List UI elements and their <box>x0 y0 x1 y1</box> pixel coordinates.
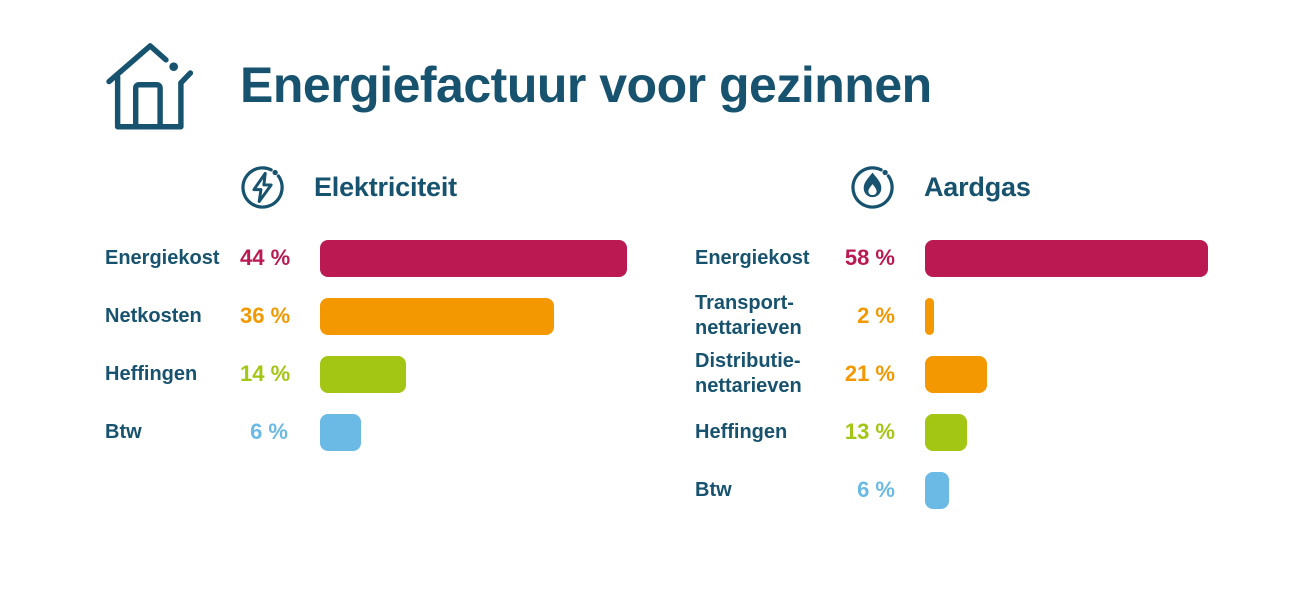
bar <box>925 355 987 393</box>
bar-track <box>925 413 1255 451</box>
row-label-line: Netkosten <box>105 304 202 327</box>
chart-row: Transport-nettarieven 2 % <box>695 287 1255 345</box>
gas-chart-rows: Energiekost 58 % Transport-nettarieven 2 % D… <box>695 229 1255 519</box>
bar <box>320 297 554 335</box>
row-label: Netkosten <box>105 304 240 329</box>
bar-track <box>925 239 1255 277</box>
chart-row: Energiekost 58 % <box>695 229 1255 287</box>
row-value: 14 % <box>240 361 291 386</box>
page-title: Energiefactuur voor gezinnen <box>240 57 932 113</box>
bar-track <box>925 297 1255 335</box>
chart-row: Energiekost 44 % <box>105 229 665 287</box>
row-label-line: Heffingen <box>105 362 198 385</box>
row-value: 44 % <box>240 245 291 270</box>
chart-row: Btw 6 % <box>105 403 665 461</box>
row-label: Transport-nettarieven <box>695 291 825 341</box>
bar-track <box>925 355 1255 393</box>
row-label: Btw <box>695 478 825 503</box>
row-label-line: Transport- <box>695 292 794 314</box>
chart-row: Heffingen 14 % <box>105 345 665 403</box>
row-value: 6 % <box>857 477 895 502</box>
row-label-line: Distributie- <box>695 350 801 372</box>
bar <box>320 239 627 277</box>
row-label-line: Btw <box>105 420 142 443</box>
electricity-chart-rows: Energiekost 44 % Netkosten 36 % Heffingen 14 … <box>105 229 665 461</box>
row-label-line: Heffingen <box>695 420 788 443</box>
row-label: Heffingen <box>105 362 240 387</box>
bar-track <box>320 297 665 335</box>
row-label-line: nettarieven <box>695 317 802 339</box>
gas-chart-header: Aardgas <box>849 163 1255 211</box>
row-label: Energiekost <box>695 246 825 271</box>
chart-row: Distributie-nettarieven 21 % <box>695 345 1255 403</box>
bar-track <box>320 239 665 277</box>
chart-row: Btw 6 % <box>695 461 1255 519</box>
row-label-line: Btw <box>695 478 732 501</box>
row-label-line: nettarieven <box>695 375 802 397</box>
bar <box>320 355 406 393</box>
row-label: Btw <box>105 420 240 445</box>
bar-track <box>320 413 665 451</box>
row-label: Distributie-nettarieven <box>695 349 825 399</box>
electricity-chart: Elektriciteit Energiekost 44 % Netkosten 36… <box>105 163 665 461</box>
lightning-circle-icon <box>239 164 286 211</box>
bar <box>925 471 949 509</box>
row-value: 21 % <box>844 361 895 386</box>
house-icon <box>100 40 194 134</box>
row-value: 6 % <box>250 419 288 444</box>
row-value: 13 % <box>844 419 895 444</box>
bar-track <box>925 471 1255 509</box>
row-label-line: Energiekost <box>695 246 810 269</box>
chart-row: Netkosten 36 % <box>105 287 665 345</box>
electricity-chart-title: Elektriciteit <box>314 171 457 202</box>
bar-track <box>320 355 665 393</box>
row-label: Energiekost <box>105 246 240 271</box>
gas-chart: Aardgas Energiekost 58 % Transport-nettari… <box>695 163 1255 519</box>
row-value: 2 % <box>857 303 895 328</box>
row-value: 58 % <box>844 245 895 270</box>
bar <box>925 239 1208 277</box>
bar <box>925 413 967 451</box>
chart-row: Heffingen 13 % <box>695 403 1255 461</box>
flame-circle-icon <box>849 164 896 211</box>
bar <box>925 297 934 335</box>
bar <box>320 413 361 451</box>
electricity-chart-header: Elektriciteit <box>239 163 665 211</box>
row-label-line: Energiekost <box>105 246 220 269</box>
gas-chart-title: Aardgas <box>924 171 1031 202</box>
row-value: 36 % <box>240 303 291 328</box>
row-label: Heffingen <box>695 420 825 445</box>
